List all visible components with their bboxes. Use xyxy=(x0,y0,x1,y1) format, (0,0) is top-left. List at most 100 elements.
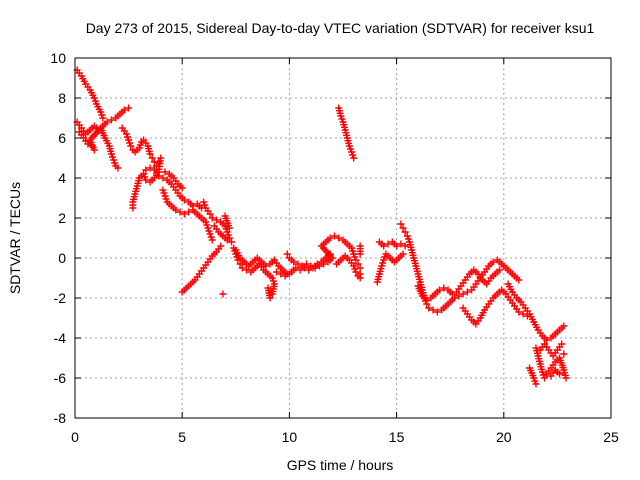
data-point-marker xyxy=(532,380,540,388)
data-point-marker xyxy=(425,304,433,312)
data-point-marker xyxy=(356,270,364,278)
data-point-marker xyxy=(311,264,319,272)
data-point-marker xyxy=(435,286,443,294)
data-point-marker xyxy=(120,106,128,114)
data-point-marker xyxy=(294,260,302,268)
data-point-marker xyxy=(330,232,338,240)
data-point-marker xyxy=(399,250,407,258)
data-point-marker xyxy=(399,224,407,232)
data-point-marker xyxy=(146,164,154,172)
data-point-marker xyxy=(125,104,133,112)
data-point-marker xyxy=(397,220,405,228)
x-tick-label: 10 xyxy=(282,429,298,445)
y-tick-label: 0 xyxy=(58,250,66,266)
data-point-marker xyxy=(455,292,463,300)
data-point-marker xyxy=(84,140,92,148)
data-point-marker xyxy=(401,242,409,250)
data-point-marker xyxy=(155,172,163,180)
y-tick-label: -6 xyxy=(54,370,67,386)
data-point-marker xyxy=(350,154,358,162)
y-tick-label: -4 xyxy=(54,330,67,346)
chart-title: Day 273 of 2015, Sidereal Day-to-day VTE… xyxy=(86,20,595,36)
data-point-marker xyxy=(463,288,471,296)
x-tick-labels: 0 5 10 15 20 25 xyxy=(71,429,619,445)
data-point-marker xyxy=(285,270,293,278)
y-tick-labels: 10 8 6 4 2 0 -2 -4 -6 -8 xyxy=(50,50,66,426)
data-point-marker xyxy=(283,250,291,258)
data-point-marker xyxy=(448,290,456,298)
data-point-marker xyxy=(129,204,137,212)
data-point-marker xyxy=(303,260,311,268)
data-point-marker xyxy=(103,118,111,126)
data-point-marker xyxy=(384,240,392,248)
data-point-marker xyxy=(352,256,360,264)
y-tick-label: 6 xyxy=(58,130,66,146)
data-point-marker xyxy=(142,166,150,174)
x-axis-label: GPS time / hours xyxy=(287,457,394,473)
data-point-marker xyxy=(281,272,289,280)
data-point-marker xyxy=(180,210,188,218)
data-point-marker xyxy=(107,116,115,124)
data-point-marker xyxy=(99,114,107,122)
y-tick-label: 10 xyxy=(50,50,66,66)
data-point-marker xyxy=(560,322,568,330)
data-point-marker xyxy=(146,178,154,186)
data-point-marker xyxy=(541,374,549,382)
data-point-marker xyxy=(208,236,216,244)
data-point-marker xyxy=(262,262,270,270)
data-point-marker xyxy=(450,294,458,302)
y-tick-label: -8 xyxy=(54,410,67,426)
data-point-marker xyxy=(562,374,570,382)
axis-ticks xyxy=(74,57,612,419)
y-tick-label: 8 xyxy=(58,90,66,106)
data-point-marker xyxy=(208,214,216,222)
data-point-marker xyxy=(356,264,364,272)
data-point-marker xyxy=(296,266,304,274)
data-point-marker xyxy=(556,370,564,378)
data-point-marker xyxy=(148,154,156,162)
data-point-marker xyxy=(315,262,323,270)
x-tick-label: 20 xyxy=(496,429,512,445)
x-tick-label: 25 xyxy=(603,429,619,445)
data-point-marker xyxy=(335,234,343,242)
data-point-marker xyxy=(352,268,360,276)
data-point-marker xyxy=(185,208,193,216)
plot-frame xyxy=(74,57,612,419)
data-point-marker xyxy=(543,336,551,344)
data-point-marker xyxy=(459,290,467,298)
data-point-marker xyxy=(223,236,231,244)
data-point-marker xyxy=(228,238,236,246)
data-point-marker xyxy=(423,296,431,304)
data-point-marker xyxy=(236,260,244,268)
y-tick-label: 4 xyxy=(58,170,66,186)
data-point-marker xyxy=(397,240,405,248)
data-point-marker xyxy=(298,262,306,270)
data-point-marker xyxy=(515,308,523,316)
data-point-marker xyxy=(213,216,221,224)
data-point-marker xyxy=(305,266,313,274)
data-point-marker xyxy=(560,350,568,358)
data-point-marker xyxy=(180,196,188,204)
data-point-marker xyxy=(292,264,300,272)
data-point-marker xyxy=(401,228,409,236)
data-point-marker xyxy=(264,284,272,292)
data-point-marker xyxy=(172,206,180,214)
x-tick-label: 0 xyxy=(71,429,79,445)
data-point-marker xyxy=(433,308,441,316)
data-point-marker xyxy=(206,210,214,218)
data-point-marker xyxy=(489,258,497,266)
data-point-marker xyxy=(225,224,233,232)
x-tick-label: 5 xyxy=(178,429,186,445)
data-point-marker xyxy=(159,174,167,182)
data-point-marker xyxy=(440,284,448,292)
data-point-marker xyxy=(429,306,437,314)
data-point-marker xyxy=(393,242,401,250)
y-axis-label: SDTVAR / TECUs xyxy=(7,182,23,294)
data-point-marker xyxy=(277,270,285,278)
data-point-marker xyxy=(515,276,523,284)
data-point-marker xyxy=(354,260,362,268)
data-point-marker xyxy=(273,268,281,276)
data-point-marker xyxy=(326,234,334,242)
data-point-marker xyxy=(127,142,135,150)
